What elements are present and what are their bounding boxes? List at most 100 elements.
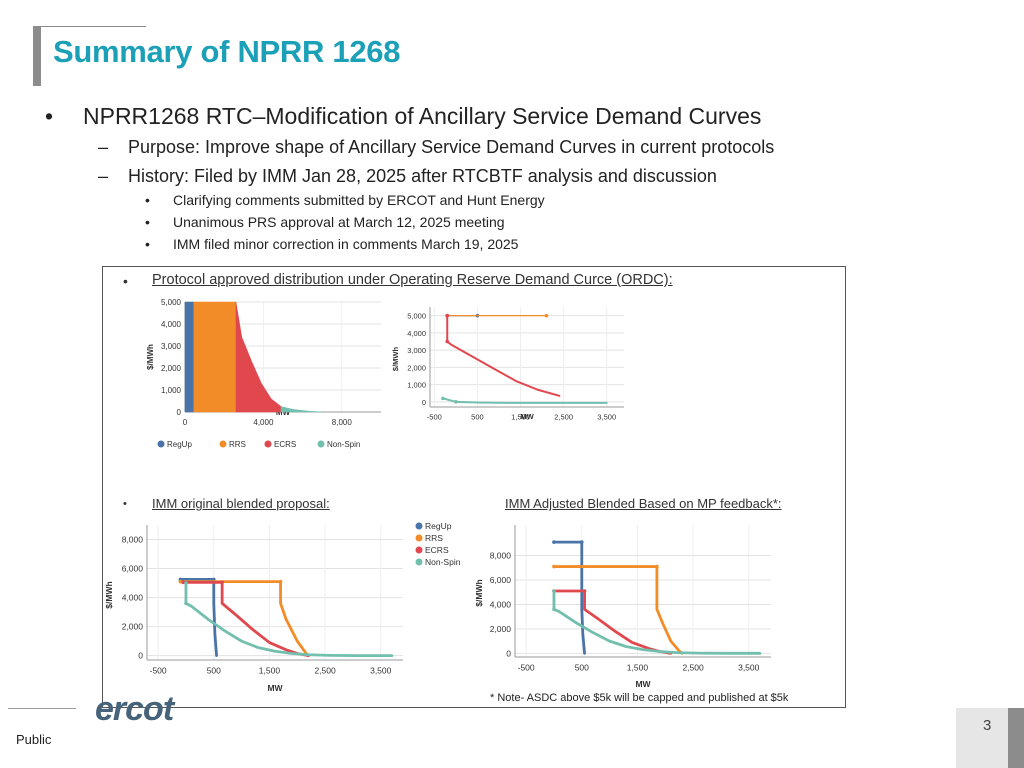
point-rrs <box>655 564 659 569</box>
sub-sub-bullet: • Clarifying comments submitted by ERCOT … <box>145 192 545 208</box>
x-tick-label: 3,500 <box>370 666 392 676</box>
classification-label: Public <box>16 732 52 747</box>
area-regup <box>184 301 195 413</box>
point-rrs <box>544 313 549 318</box>
legend-label: Non-Spin <box>327 440 360 449</box>
bullet-marker: • <box>45 103 54 129</box>
legend-swatch <box>415 522 423 530</box>
x-tick-label: 1,500 <box>511 413 530 422</box>
sub-sub-bullet-text: IMM filed minor correction in comments M… <box>173 236 519 252</box>
x-tick-label: 500 <box>471 413 484 422</box>
legend-label: ECRS <box>274 440 296 449</box>
x-tick-label: 2,500 <box>554 413 573 422</box>
legend-swatch <box>317 440 325 448</box>
figure-heading-original: IMM original blended proposal: <box>152 496 330 511</box>
sub-bullet-text: History: Filed by IMM Jan 28, 2025 after… <box>128 166 717 186</box>
page-number: 3 <box>983 717 992 734</box>
y-tick-label: 5,000 <box>407 312 426 321</box>
y-axis-label: $/MWh <box>391 347 400 372</box>
area-ecrs <box>235 301 282 413</box>
figure-heading-adjusted: IMM Adjusted Blended Based on MP feedbac… <box>505 496 782 511</box>
asdc-cap-note: * Note- ASDC above $5k will be capped an… <box>490 692 789 704</box>
chart-original-blended: 0 2,000 4,000 6,000 8,000 -500 500 1,500 2,500 3,… <box>104 521 461 693</box>
sub-sub-bullet-text: Unanimous PRS approval at March 12, 2025… <box>173 214 505 230</box>
sub-bullet-history: – History: Filed by IMM Jan 28, 2025 afte… <box>98 166 717 187</box>
bullet-marker: • <box>145 192 150 208</box>
line-nonspin <box>552 589 762 655</box>
figure-heading-ordc: Protocol approved distribution under Ope… <box>152 272 673 288</box>
area-nonspin <box>280 406 323 413</box>
y-tick-label: 0 <box>177 408 182 417</box>
line-ecrs <box>181 580 310 658</box>
y-tick-label: 2,000 <box>122 622 144 632</box>
y-tick-label: 5,000 <box>161 298 182 307</box>
y-tick-label: 2,000 <box>490 624 512 634</box>
legend-label: RRS <box>229 440 246 449</box>
line-rrs <box>178 580 310 658</box>
y-axis-label: $/MWh <box>474 579 484 606</box>
curves-figure: • Protocol approved distribution under O… <box>102 266 846 708</box>
legend-label: RegUp <box>425 521 452 531</box>
x-axis-label: MW <box>520 412 534 421</box>
y-tick-label: 1,000 <box>407 381 426 390</box>
title-accent-bar <box>33 26 41 86</box>
legend-label: ECRS <box>425 545 449 555</box>
x-tick-label: 1,500 <box>627 663 649 673</box>
point-regup <box>552 540 556 544</box>
line-nonspin <box>441 397 608 404</box>
legend-label: Non-Spin <box>425 557 461 567</box>
point-rrs <box>552 564 556 569</box>
line-ecrs <box>552 589 673 655</box>
point-nonspin <box>552 589 556 593</box>
x-tick-label: 500 <box>575 663 589 673</box>
legend-swatch <box>415 534 423 542</box>
x-tick-label: -500 <box>150 666 167 676</box>
y-tick-label: 4,000 <box>490 599 512 609</box>
bullet-marker: • <box>145 236 150 252</box>
dash-marker: – <box>98 166 109 186</box>
y-tick-label: 8,000 <box>490 551 512 561</box>
x-tick-label: 2,500 <box>682 663 704 673</box>
chart-adjusted-blended: 0 2,000 4,000 6,000 8,000 -500 500 1,500 2,500 3,… <box>474 525 771 689</box>
x-tick-label: 8,000 <box>332 418 353 427</box>
sub-sub-bullet: • Unanimous PRS approval at March 12, 202… <box>145 214 505 230</box>
x-tick-label: 0 <box>183 418 188 427</box>
legend-swatch <box>415 558 423 566</box>
line-regup <box>552 540 586 655</box>
y-tick-label: 0 <box>422 398 426 407</box>
ercot-logo: ercot <box>95 690 174 728</box>
point-ecrs <box>445 313 450 318</box>
figure-bullet: • <box>123 273 128 289</box>
y-axis-label: $/MWh <box>104 581 114 608</box>
x-axis-label: MW <box>267 683 283 693</box>
x-axis-label: MW <box>276 408 291 417</box>
sub-sub-bullet: • IMM filed minor correction in comments … <box>145 236 518 252</box>
point-nonspin <box>441 396 445 401</box>
point-nonspin <box>454 400 458 404</box>
x-tick-label: 4,000 <box>253 418 274 427</box>
y-tick-label: 3,000 <box>407 346 426 355</box>
x-tick-label: 2,500 <box>314 666 336 676</box>
legend-swatch <box>157 440 165 448</box>
main-bullet: • NPRR1268 RTC–Modification of Ancillary … <box>45 103 761 130</box>
point-ecrs <box>582 589 587 593</box>
y-tick-label: 3,000 <box>161 342 182 351</box>
point-nonspin <box>552 607 556 612</box>
figure-bullet: • <box>123 498 127 510</box>
point-nonspin <box>184 581 188 585</box>
point-rrs <box>278 579 283 584</box>
point-rrs <box>178 579 183 584</box>
line-ecrs <box>446 314 561 397</box>
x-tick-label: -500 <box>518 663 535 673</box>
x-tick-label: 500 <box>207 666 221 676</box>
y-tick-label: 2,000 <box>407 363 426 372</box>
legend-label: RegUp <box>167 440 192 449</box>
y-tick-label: 6,000 <box>490 575 512 585</box>
area-rrs <box>193 301 237 413</box>
y-tick-label: 0 <box>506 648 511 658</box>
line-nonspin <box>184 581 394 658</box>
x-axis-label: MW <box>635 679 651 689</box>
y-tick-label: 4,000 <box>407 329 426 338</box>
y-tick-label: 1,000 <box>161 386 182 395</box>
page-number-box <box>956 708 1008 768</box>
